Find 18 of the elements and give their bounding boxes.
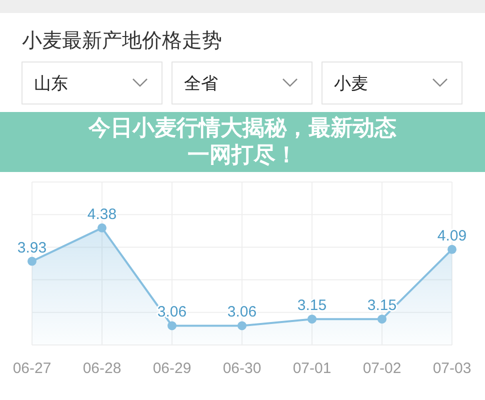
x-tick-label: 07-01 bbox=[292, 360, 332, 377]
title: 小麦最新产地价格走势 bbox=[22, 30, 222, 52]
data-label: 3.15 bbox=[297, 297, 327, 314]
x-tick-label: 06-29 bbox=[152, 360, 192, 377]
x-tick-label: 06-28 bbox=[82, 360, 122, 377]
data-label: 3.15 bbox=[367, 297, 397, 314]
data-label: 3.06 bbox=[227, 304, 257, 321]
x-tick-label: 07-03 bbox=[432, 360, 472, 377]
data-label: 4.09 bbox=[437, 227, 467, 244]
data-label: 4.38 bbox=[87, 206, 117, 223]
dropdown-label: 小麦 bbox=[334, 74, 368, 93]
x-tick-label: 06-27 bbox=[12, 360, 52, 377]
dropdown-label: 全省 bbox=[184, 74, 218, 93]
annotation: 今日小麦行情大揭秘，最新动态一网打尽！ bbox=[88, 115, 398, 169]
x-tick-label: 06-30 bbox=[222, 360, 262, 377]
dropdown-label: 山东 bbox=[34, 74, 68, 93]
data-label: 3.93 bbox=[17, 239, 47, 256]
x-tick-label: 07-02 bbox=[362, 360, 402, 377]
